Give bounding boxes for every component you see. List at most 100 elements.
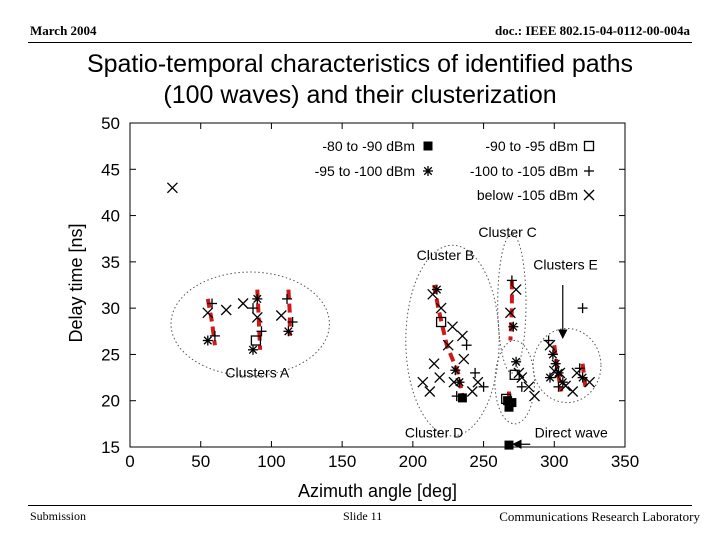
slide-title-line-1: Spatio-temporal characteristics of ident… [86, 50, 634, 78]
data-point-cross [166, 182, 178, 194]
header-doc-id: doc.: IEEE 802.15-04-0112-00-004a [495, 23, 690, 38]
footer-organization: Communications Research Laboratory [499, 509, 700, 524]
x-tick-label: 150 [328, 452, 356, 471]
data-point-plus [287, 317, 298, 327]
x-axis-label: Azimuth angle [deg] [298, 481, 457, 501]
cluster-trend-line [255, 289, 263, 350]
plot-area-border [129, 122, 626, 448]
data-point-cross [544, 339, 556, 351]
data-point-cross [560, 380, 572, 392]
data-point-cross [523, 381, 535, 393]
data-point-filled-square [504, 440, 514, 450]
annotation-label: Cluster D [405, 425, 463, 441]
annotation-label: Cluster C [478, 224, 536, 240]
data-point-plus [451, 391, 462, 402]
data-point-plus [506, 275, 517, 286]
header-divider [28, 42, 692, 43]
y-tick-label: 30 [101, 299, 120, 318]
y-tick-label: 45 [101, 160, 120, 179]
y-tick-label: 20 [101, 392, 120, 411]
data-point-cross [220, 304, 232, 316]
data-point-cross [567, 386, 579, 397]
legend-label: -80 to -90 dBm [322, 138, 415, 154]
data-point-plus [248, 303, 258, 314]
cluster-trend-line [205, 298, 217, 346]
x-tick-label: 0 [125, 452, 134, 471]
footer-divider [28, 505, 692, 506]
data-points [166, 182, 596, 450]
y-axis-label: Delay time [ns] [66, 223, 86, 342]
x-tick-label: 250 [469, 452, 497, 471]
data-point-cross [427, 288, 439, 300]
data-point-asterisk [511, 356, 522, 367]
data-point-asterisk [450, 365, 461, 376]
legend-marker-filled-square [423, 141, 433, 151]
legend: -80 to -90 dBm -90 to -95 dBm -95 to -100 … [315, 138, 595, 203]
data-point-cross [202, 307, 214, 319]
cluster-ellipse [494, 340, 535, 425]
data-point-cross [513, 367, 525, 379]
legend-marker-cross [583, 189, 595, 201]
data-point-filled-square [504, 402, 514, 412]
cluster-ellipse [532, 328, 602, 404]
data-point-cross [447, 321, 458, 333]
cluster-trend-line [508, 280, 514, 341]
x-tick-label: 300 [540, 452, 568, 471]
data-point-plus [282, 293, 292, 304]
legend-label: -100 to -105 dBm [470, 163, 578, 179]
data-point-plus [207, 298, 217, 309]
data-point-plus [574, 363, 585, 374]
data-point-cross [417, 376, 429, 388]
data-point-asterisk [550, 358, 561, 369]
legend-marker-asterisk [423, 166, 433, 176]
data-point-cross [504, 307, 516, 319]
data-point-cross [442, 339, 454, 351]
data-point-cross [251, 311, 263, 323]
legend-label: -95 to -100 dBm [315, 163, 415, 179]
data-point-plus [209, 330, 220, 341]
data-point-plus [553, 381, 564, 392]
data-point-open-square [250, 335, 262, 346]
y-tick-label: 50 [101, 114, 120, 133]
cluster-ellipse [170, 271, 330, 377]
data-point-cross [434, 372, 446, 384]
data-point-cross [424, 386, 436, 397]
annotation-label: Cluster B [417, 247, 475, 263]
data-point-cross [584, 376, 596, 388]
data-point-cross [448, 376, 460, 388]
data-point-cross [275, 310, 287, 321]
header-date: March 2004 [30, 23, 97, 38]
y-tick-label: 40 [101, 207, 120, 226]
plot-frame [129, 122, 626, 448]
data-point-asterisk [545, 372, 555, 383]
data-point-open-square [501, 393, 512, 405]
legend-label: below -105 dBm [477, 187, 578, 203]
data-point-cross [529, 390, 540, 402]
data-point-cross [435, 302, 447, 314]
annotation-label: Clusters A [225, 365, 289, 381]
data-point-asterisk [283, 326, 294, 337]
data-point-cross [554, 367, 566, 379]
slide-title: Spatio-temporal characteristics of ident… [0, 49, 720, 111]
data-point-asterisk [577, 372, 588, 383]
data-point-asterisk [454, 377, 465, 388]
data-point-plus [516, 381, 527, 392]
data-point-asterisk [248, 344, 258, 355]
slide-title-line-2: (100 waves) and their clusterization [163, 81, 557, 109]
y-tick-label: 25 [101, 345, 120, 364]
data-point-cross [428, 358, 440, 370]
y-tick-label: 15 [101, 438, 120, 457]
cluster-ellipses [170, 233, 602, 437]
legend-marker-open-square [583, 140, 595, 152]
cluster-ellipse [405, 244, 500, 437]
data-point-plus [470, 367, 481, 378]
data-point-cross [466, 386, 478, 397]
data-point-cross [571, 367, 583, 379]
data-point-filled-square [457, 393, 467, 403]
data-point-cross [516, 372, 528, 384]
data-point-asterisk [553, 367, 564, 378]
legend-label: -90 to -95 dBm [485, 138, 578, 154]
data-point-open-square [435, 316, 447, 328]
